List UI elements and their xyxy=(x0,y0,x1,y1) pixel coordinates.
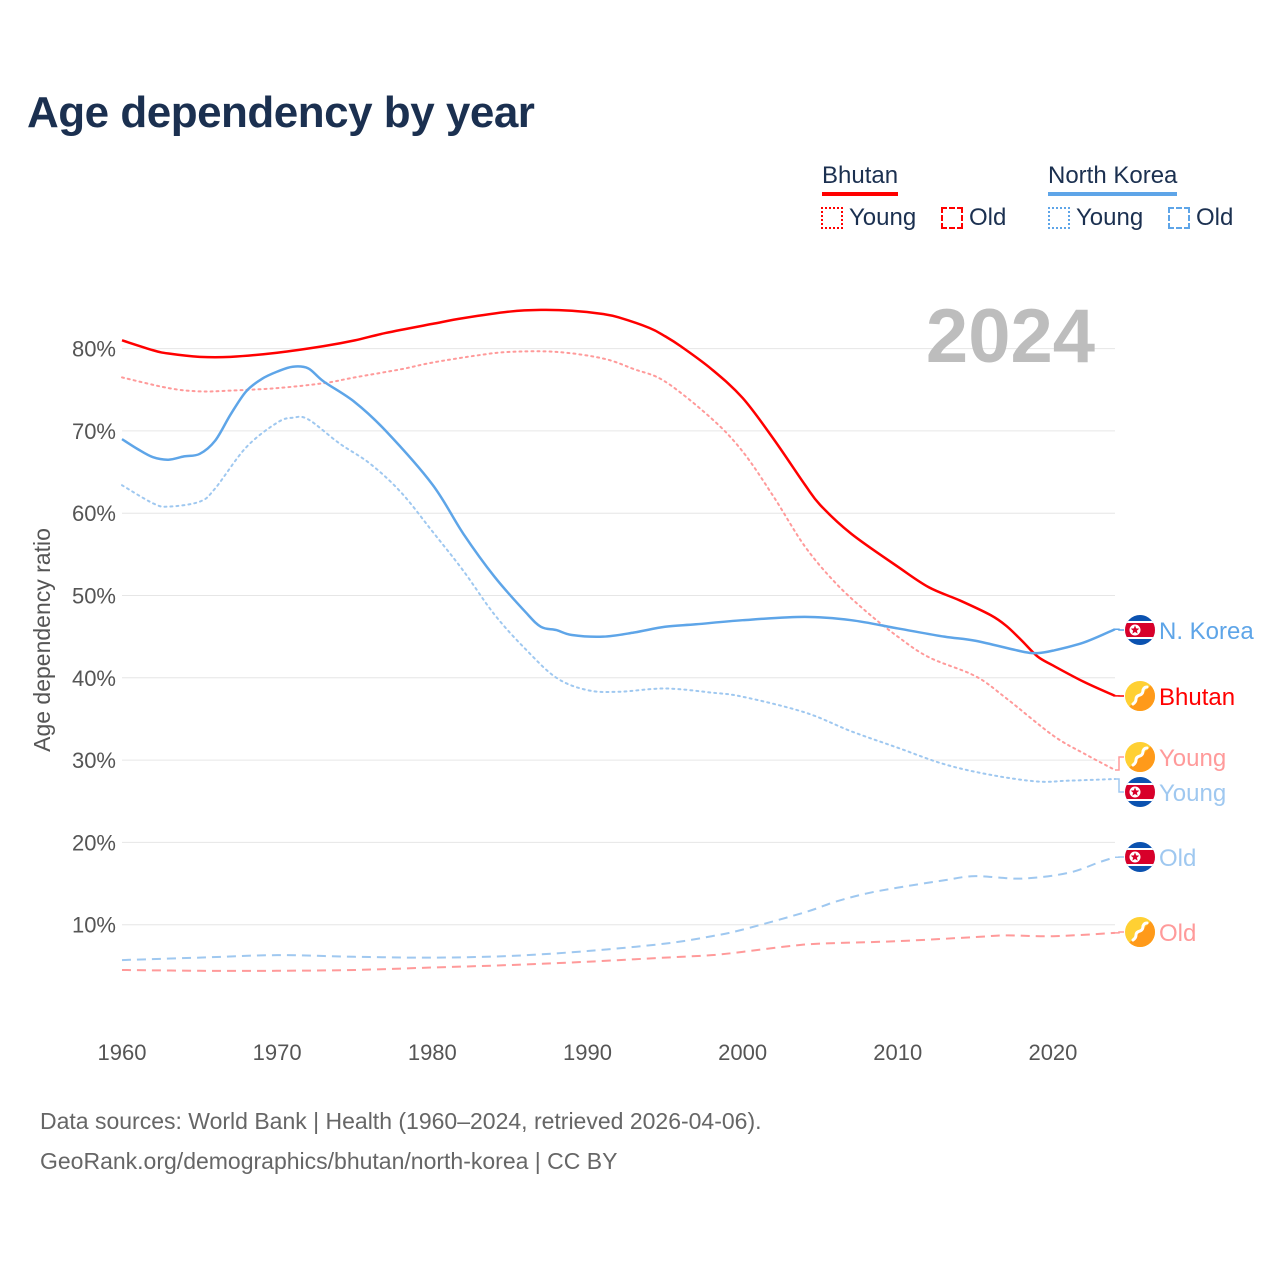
footer-sources: Data sources: World Bank | Health (1960–… xyxy=(40,1108,762,1134)
label-connector xyxy=(1115,756,1124,771)
series-end-label: N. Korea xyxy=(1159,618,1254,645)
y-axis-title: Age dependency ratio xyxy=(29,528,55,752)
x-tick-label: 2000 xyxy=(718,1040,767,1065)
x-tick-label: 1990 xyxy=(563,1040,612,1065)
north-korea-flag-icon xyxy=(1125,615,1155,645)
bhutan-flag-icon xyxy=(1125,742,1155,772)
legend-label: Old xyxy=(1196,204,1234,231)
series-end-label: Old xyxy=(1159,845,1196,872)
label-connector xyxy=(1115,931,1124,934)
series-end-label: Young xyxy=(1159,745,1226,772)
y-tick-label: 60% xyxy=(72,501,116,526)
series-end-label: Bhutan xyxy=(1159,684,1235,711)
legend-north-korea-old[interactable]: Old xyxy=(1168,204,1233,232)
y-tick-label: 30% xyxy=(72,748,116,773)
y-tick-label: 50% xyxy=(72,584,116,609)
x-tick-label: 1980 xyxy=(408,1040,457,1065)
dotted-swatch-icon xyxy=(1048,207,1070,229)
x-tick-label: 1970 xyxy=(253,1040,302,1065)
y-tick-label: 70% xyxy=(72,419,116,444)
legend-label: Young xyxy=(849,204,917,231)
label-connector xyxy=(1115,628,1124,631)
legend-bhutan-young[interactable]: Young xyxy=(821,204,916,232)
bhutan-flag-icon xyxy=(1125,681,1155,711)
legend-bhutan-old[interactable]: Old xyxy=(941,204,1006,232)
x-tick-label: 2020 xyxy=(1028,1040,1077,1065)
label-connector xyxy=(1115,778,1124,793)
y-tick-label: 20% xyxy=(72,830,116,855)
bhutan-flag-icon xyxy=(1125,917,1155,947)
legend-north-korea-young[interactable]: Young xyxy=(1048,204,1143,232)
footer-link[interactable]: GeoRank.org/demographics/bhutan/north-ko… xyxy=(40,1148,618,1174)
x-tick-label: 2010 xyxy=(873,1040,922,1065)
legend-country-bhutan[interactable]: Bhutan xyxy=(822,162,899,196)
series-line-north-korea[interactable] xyxy=(121,365,1116,655)
x-tick-label: 1960 xyxy=(98,1040,147,1065)
series-line-bhutan-young[interactable] xyxy=(121,350,1116,771)
page-title: Age dependency by year xyxy=(27,88,535,137)
dashed-swatch-icon xyxy=(1168,207,1190,229)
series-end-label: Young xyxy=(1159,780,1226,807)
north-korea-flag-icon xyxy=(1125,842,1155,872)
series-line-north-korea-young[interactable] xyxy=(121,415,1116,783)
legend-label: Old xyxy=(969,204,1007,231)
dashed-swatch-icon xyxy=(941,207,963,229)
north-korea-flag-icon xyxy=(1125,777,1155,807)
series-line-bhutan[interactable] xyxy=(121,308,1116,698)
series-line-north-korea-old[interactable] xyxy=(121,856,1116,962)
legend-country-north-korea[interactable]: North Korea xyxy=(1048,162,1178,196)
series-line-bhutan-old[interactable] xyxy=(121,931,1116,972)
year-watermark: 2024 xyxy=(926,294,1095,379)
series-end-label: Old xyxy=(1159,920,1196,947)
legend-label: Young xyxy=(1076,204,1144,231)
y-tick-label: 40% xyxy=(72,666,116,691)
y-tick-label: 80% xyxy=(72,337,116,362)
y-tick-label: 10% xyxy=(72,913,116,938)
dotted-swatch-icon xyxy=(821,207,843,229)
